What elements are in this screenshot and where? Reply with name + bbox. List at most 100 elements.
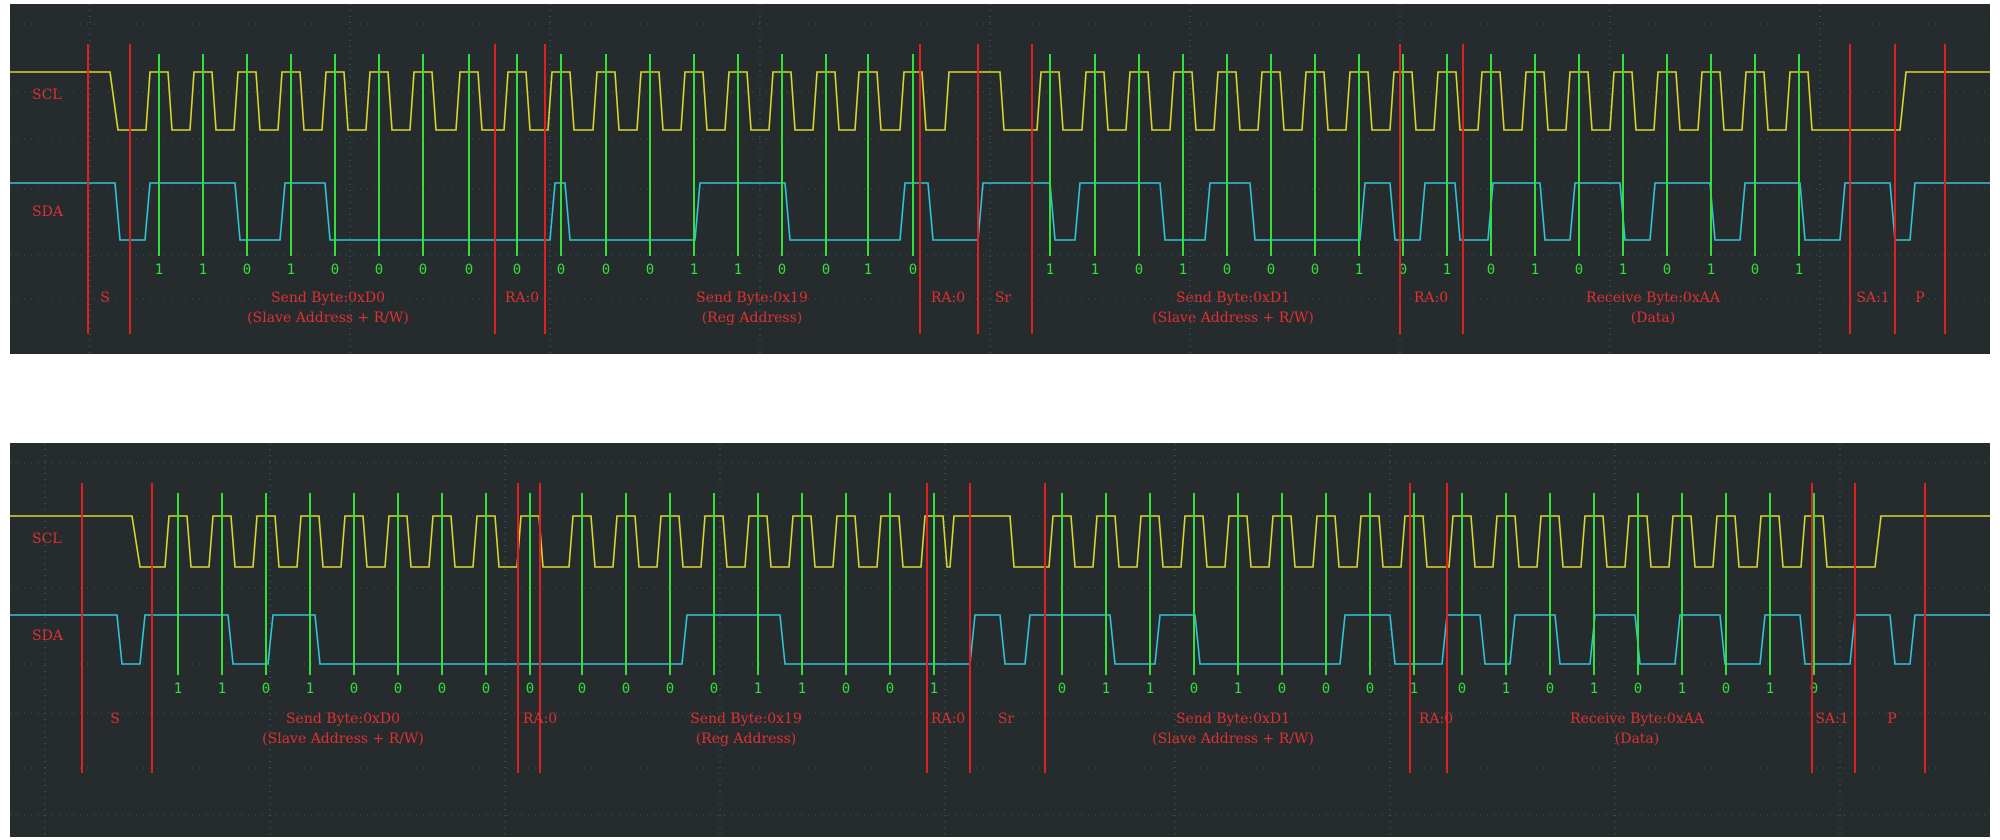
segment-label: S	[100, 290, 110, 306]
bit-label: 0	[1190, 681, 1198, 697]
segment-label: SA:1	[1856, 290, 1889, 306]
bit-label: 1	[1590, 681, 1598, 697]
bit-label: 0	[394, 681, 402, 697]
bit-label: 0	[1546, 681, 1554, 697]
bit-label: 1	[1234, 681, 1242, 697]
bit-label: 0	[350, 681, 358, 697]
bit-label: 0	[419, 262, 427, 278]
bit-label: 0	[1322, 681, 1330, 697]
bit-label: 0	[602, 262, 610, 278]
segment-label: Send Byte:0x19	[690, 711, 802, 727]
scl-waveform	[10, 515, 1990, 568]
capture-panel-2: SCL SDA 1 1 0 1 0 0 0 0 0 0 0 0 0 1 1 0 0 1 0 1 1 0 1 0 0 0 1 0 1 0 1 0 1 0…	[10, 443, 1990, 837]
bit-label: 0	[1751, 262, 1759, 278]
segment-label: SA:1	[1815, 711, 1848, 727]
bit-label: 0	[778, 262, 786, 278]
bit-label: 1	[1619, 262, 1627, 278]
bit-label: 0	[557, 262, 565, 278]
bit-label: 1	[1531, 262, 1539, 278]
bit-label: 1	[1091, 262, 1099, 278]
scl-channel-label: SCL	[32, 87, 62, 103]
capture-panel-1: SCL SDA 1 1 0 1 0 0 0 0 0 0 0 0 1 1 0 0 1 0 1 1 0 1 0 0 0 1 0 1 0 1 0 1 0 1…	[10, 4, 1990, 354]
bit-label: 0	[438, 681, 446, 697]
segment-label: Sr	[995, 290, 1012, 306]
segment-label: P	[1915, 290, 1924, 306]
sda-waveform	[10, 182, 1990, 241]
bit-label: 0	[1366, 681, 1374, 697]
bit-label: 1	[1355, 262, 1363, 278]
bit-label: 0	[842, 681, 850, 697]
bit-label: 0	[1810, 681, 1818, 697]
segment-label: Send Byte:0xD0	[286, 711, 400, 727]
bit-label: 0	[622, 681, 630, 697]
segment-label: RA:0	[1419, 711, 1453, 727]
segment-label: Send Byte:0xD0	[271, 290, 385, 306]
bit-label: 1	[1102, 681, 1110, 697]
bit-label: 0	[243, 262, 251, 278]
segment-label: Sr	[998, 711, 1015, 727]
bit-label: 0	[375, 262, 383, 278]
bit-label: 0	[1399, 262, 1407, 278]
bit-label: 0	[513, 262, 521, 278]
bit-label: 1	[1766, 681, 1774, 697]
scl-waveform	[10, 71, 1990, 131]
segment-label: RA:0	[1414, 290, 1448, 306]
segment-label: RA:0	[931, 290, 965, 306]
bit-label: 1	[1046, 262, 1054, 278]
bit-label: 1	[218, 681, 226, 697]
bit-label: 1	[1146, 681, 1154, 697]
bit-label: 0	[1135, 262, 1143, 278]
bit-label: 1	[1410, 681, 1418, 697]
bit-label: 1	[155, 262, 163, 278]
waveform-view-1: SCL SDA 1 1 0 1 0 0 0 0 0 0 0 0 1 1 0 0 1 0 1 1 0 1 0 0 0 1 0 1 0 1 0 1 0 1…	[10, 4, 1990, 354]
segment-label: Receive Byte:0xAA	[1586, 290, 1721, 306]
bit-label: 1	[1795, 262, 1803, 278]
bit-label: 0	[646, 262, 654, 278]
bit-label: 0	[1223, 262, 1231, 278]
bit-label: 1	[1179, 262, 1187, 278]
bit-label: 0	[1722, 681, 1730, 697]
bit-label: 0	[1663, 262, 1671, 278]
bit-label: 1	[199, 262, 207, 278]
bit-label: 1	[930, 681, 938, 697]
bit-label: 0	[1458, 681, 1466, 697]
bit-label: 0	[578, 681, 586, 697]
bit-label: 1	[690, 262, 698, 278]
segment-sublabel: (Data)	[1615, 731, 1659, 747]
bit-label: 0	[465, 262, 473, 278]
grid	[10, 443, 1990, 837]
segment-label: P	[1887, 711, 1896, 727]
bit-label: 1	[1707, 262, 1715, 278]
bit-label: 1	[734, 262, 742, 278]
segment-sublabel: (Slave Address + R/W)	[247, 310, 409, 326]
bit-label: 1	[287, 262, 295, 278]
scl-channel-label: SCL	[32, 531, 62, 547]
bit-label: 0	[822, 262, 830, 278]
bit-label: 1	[306, 681, 314, 697]
segment-label: S	[110, 711, 120, 727]
sda-channel-label: SDA	[32, 204, 64, 220]
bit-label: 0	[710, 681, 718, 697]
segment-sublabel: (Slave Address + R/W)	[262, 731, 424, 747]
sda-channel-label: SDA	[32, 628, 64, 644]
segment-label: RA:0	[505, 290, 539, 306]
bit-label: 0	[666, 681, 674, 697]
bit-label: 1	[1678, 681, 1686, 697]
segment-label: Send Byte:0xD1	[1176, 290, 1290, 306]
segment-label: Send Byte:0x19	[696, 290, 808, 306]
bit-label: 0	[1487, 262, 1495, 278]
waveform-view-2: SCL SDA 1 1 0 1 0 0 0 0 0 0 0 0 0 1 1 0 0 1 0 1 1 0 1 0 0 0 1 0 1 0 1 0 1 0…	[10, 443, 1990, 837]
segment-label: RA:0	[523, 711, 557, 727]
bit-label: 0	[1278, 681, 1286, 697]
bit-label: 0	[262, 681, 270, 697]
bit-label: 1	[798, 681, 806, 697]
segment-label: RA:0	[931, 711, 965, 727]
bit-label: 0	[526, 681, 534, 697]
segment-label: Send Byte:0xD1	[1176, 711, 1290, 727]
bit-label: 0	[331, 262, 339, 278]
segment-sublabel: (Slave Address + R/W)	[1152, 310, 1314, 326]
bit-label: 0	[482, 681, 490, 697]
segment-sublabel: (Data)	[1631, 310, 1675, 326]
sda-waveform	[10, 614, 1990, 665]
bit-label: 0	[886, 681, 894, 697]
